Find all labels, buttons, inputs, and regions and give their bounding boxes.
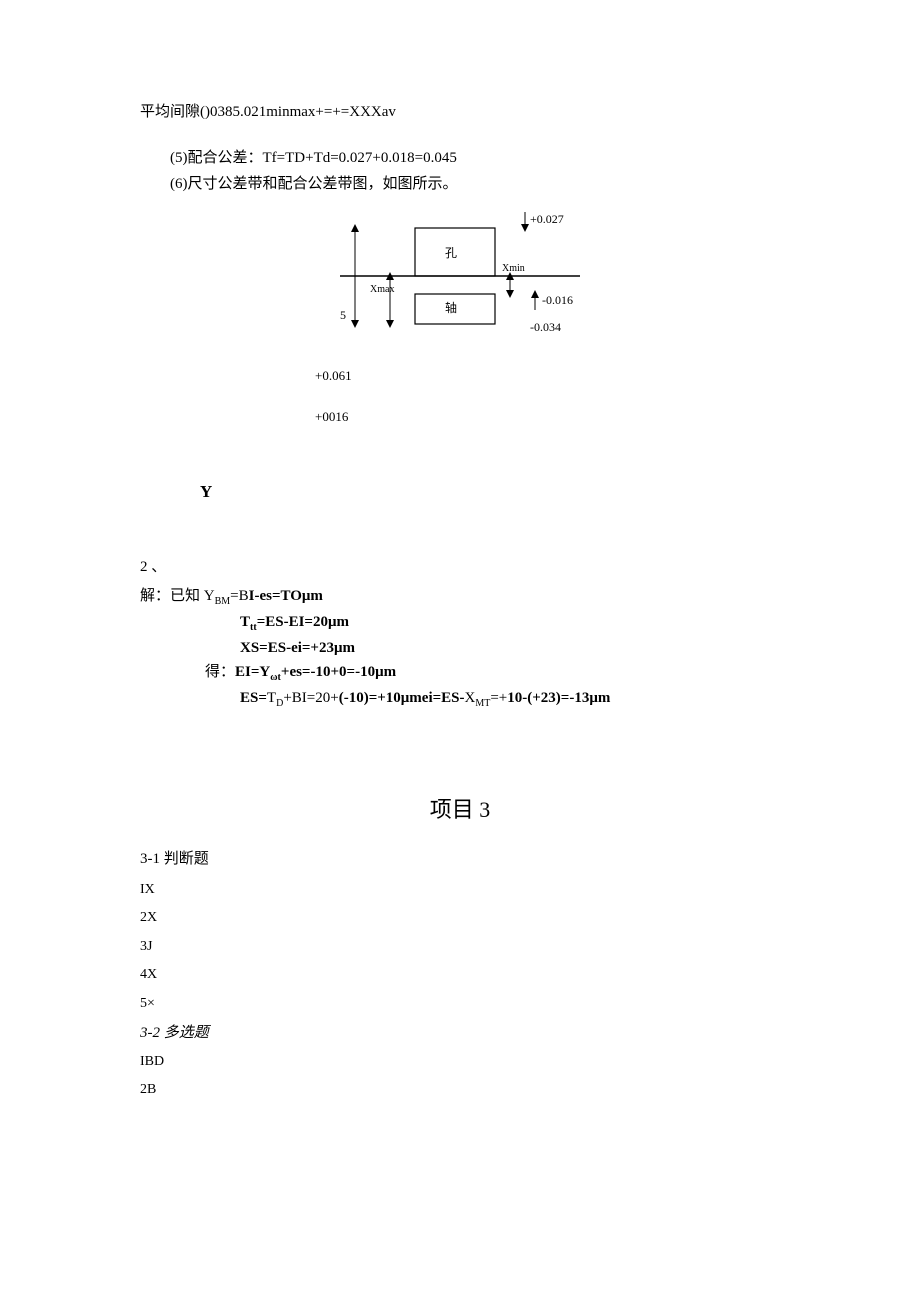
p2-l5-b1: ES= bbox=[240, 690, 267, 706]
p2-l4-b2: +es=-10+0=-10μm bbox=[281, 664, 396, 680]
extra-num-2: +0016 bbox=[315, 407, 780, 428]
xmin-label: Xmin bbox=[502, 261, 525, 277]
y-letter: Y bbox=[200, 478, 780, 505]
section-3-title: 项目 3 bbox=[140, 792, 780, 827]
p2-l1-pre: 解：已知 Y bbox=[140, 588, 215, 604]
xmax-label: Xmax bbox=[370, 282, 394, 298]
judge-ans-2: 2X bbox=[140, 907, 780, 929]
judge-answers: IX 2X 3J 4X 5× bbox=[140, 879, 780, 1015]
p2-l4-sub: ωt bbox=[270, 672, 281, 683]
judge-heading: 3-1 判断题 bbox=[140, 847, 780, 871]
p2-l4-b1: EI=Y bbox=[235, 664, 270, 680]
p2-l1-post: =B bbox=[230, 588, 248, 604]
shaft-label: 轴 bbox=[445, 299, 457, 318]
judge-ans-5: 5× bbox=[140, 993, 780, 1015]
p2-l5-b3: 10-(+23)=-13μm bbox=[507, 690, 610, 706]
judge-ans-4: 4X bbox=[140, 964, 780, 986]
mc-ans-1: IBD bbox=[140, 1051, 780, 1073]
p2-l5-p1: T bbox=[267, 690, 276, 706]
p2-l5-p4: =+ bbox=[490, 690, 507, 706]
mc-ans-2: 2B bbox=[140, 1079, 780, 1101]
judge-ans-3: 3J bbox=[140, 936, 780, 958]
mc-answers: IBD 2B bbox=[140, 1051, 780, 1102]
judge-ans-1: IX bbox=[140, 879, 780, 901]
hole-label: 孔 bbox=[445, 244, 457, 263]
mc-heading: 3-2 多选题 bbox=[140, 1021, 780, 1045]
left-num: 5 bbox=[340, 306, 346, 325]
item-6: (6)尺寸公差带和配合公差带图，如图所示。 bbox=[140, 172, 780, 196]
p2-l1-sub: BM bbox=[215, 596, 231, 607]
val-bot: -0.034 bbox=[530, 318, 561, 337]
p2-l2-pre: T bbox=[240, 614, 250, 630]
extra-num-1: +0.061 bbox=[315, 366, 780, 387]
p2-l1-bold: I-es=TOμm bbox=[249, 588, 323, 604]
problem-2-number: 2 、 bbox=[140, 555, 780, 579]
extra-numbers: +0.061 +0016 bbox=[315, 366, 780, 428]
p2-l2-sub: tt bbox=[250, 622, 257, 633]
p2-l5-p3: X bbox=[465, 690, 476, 706]
val-mid: -0.016 bbox=[542, 291, 573, 310]
p2-l4-pre: 得： bbox=[205, 664, 235, 680]
p2-l5-p2: +BI=20+ bbox=[283, 690, 338, 706]
p2-l5-s2: MT bbox=[475, 698, 490, 709]
tolerance-diagram: 孔 轴 Xmin Xmax +0.027 -0.016 -0.034 5 bbox=[140, 206, 780, 346]
problem-2-solution: 解：已知 YBM=BI-es=TOμm Ttt=ES-EI=20μm XS=ES… bbox=[140, 584, 780, 712]
p2-l3: XS=ES-ei=+23μm bbox=[240, 640, 355, 656]
p2-l2-post: =ES-EI=20μm bbox=[257, 614, 349, 630]
p2-l5-b2: (-10)=+10μmei=ES- bbox=[339, 690, 465, 706]
item-5: (5)配合公差：Tf=TD+Td=0.027+0.018=0.045 bbox=[140, 146, 780, 170]
avg-clearance-line: 平均间隙()0385.021minmax+=+=XXXav bbox=[140, 100, 780, 124]
val-top: +0.027 bbox=[530, 210, 564, 229]
